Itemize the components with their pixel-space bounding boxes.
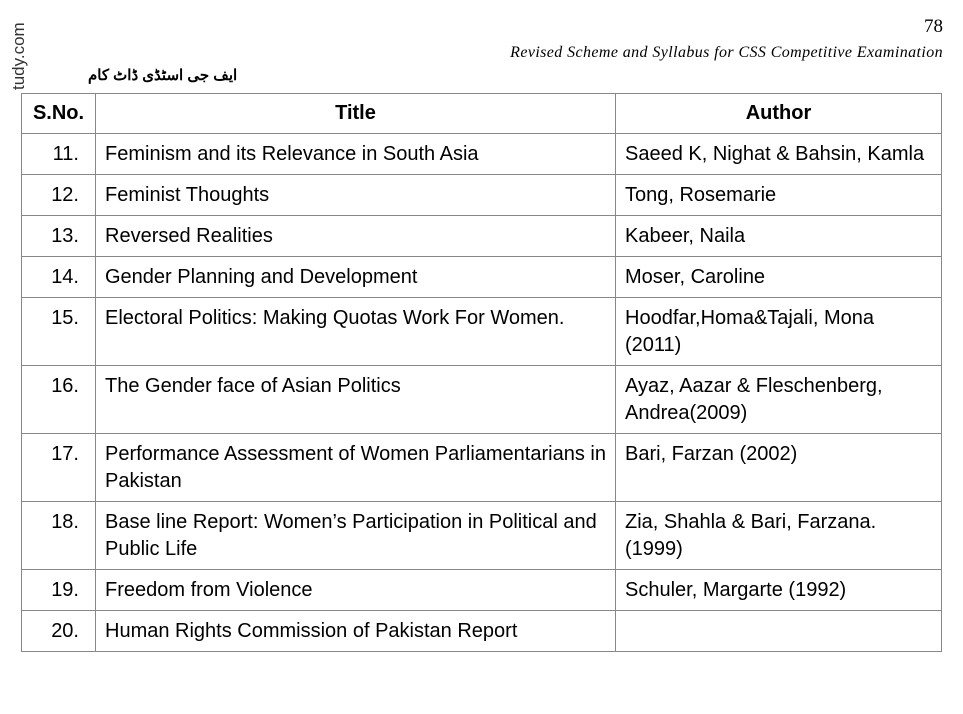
title-cell: Feminist Thoughts: [95, 174, 616, 216]
sno-cell: 20.: [21, 610, 96, 652]
title-cell: Freedom from Violence: [95, 569, 616, 611]
sno-cell: 16.: [21, 365, 96, 434]
urdu-watermark: ایف جی اسٹڈی ڈاٹ کام: [88, 67, 238, 84]
author-cell: Ayaz, Aazar & Fleschenberg, Andrea(2009): [615, 365, 942, 434]
title-cell: Reversed Realities: [95, 215, 616, 257]
table-row: 13. Reversed Realities Kabeer, Naila: [21, 215, 942, 257]
table-row: 17. Performance Assessment of Women Parli…: [21, 433, 942, 502]
sno-cell: 13.: [21, 215, 96, 257]
sno-cell: 19.: [21, 569, 96, 611]
author-cell: [615, 610, 942, 652]
title-cell: Electoral Politics: Making Quotas Work F…: [95, 297, 616, 366]
author-cell: Tong, Rosemarie: [615, 174, 942, 216]
table-row: 20. Human Rights Commission of Pakistan R…: [21, 610, 942, 652]
books-table: S.No. Title Author 11. Feminism and its R…: [21, 93, 942, 652]
sno-cell: 11.: [21, 133, 96, 175]
title-cell: Feminism and its Relevance in South Asia: [95, 133, 616, 175]
table-row: 18. Base line Report: Women’s Participati…: [21, 501, 942, 570]
table-row: 16. The Gender face of Asian Politics Ayaz…: [21, 365, 942, 434]
table-row: 12. Feminist Thoughts Tong, Rosemarie: [21, 174, 942, 216]
column-header-sno: S.No.: [21, 93, 96, 134]
author-cell: Zia, Shahla & Bari, Farzana. (1999): [615, 501, 942, 570]
sno-cell: 17.: [21, 433, 96, 502]
sno-cell: 15.: [21, 297, 96, 366]
side-watermark: tudy.com: [9, 22, 28, 90]
author-cell: Schuler, Margarte (1992): [615, 569, 942, 611]
title-cell: The Gender face of Asian Politics: [95, 365, 616, 434]
title-cell: Base line Report: Women’s Participation …: [95, 501, 616, 570]
sno-cell: 18.: [21, 501, 96, 570]
author-cell: Kabeer, Naila: [615, 215, 942, 257]
author-cell: Saeed K, Nighat & Bahsin, Kamla: [615, 133, 942, 175]
column-header-author: Author: [615, 93, 942, 134]
table-row: 11. Feminism and its Relevance in South A…: [21, 133, 942, 175]
table-header: S.No. Title Author: [21, 93, 942, 134]
page-number: 78: [924, 16, 943, 37]
sno-cell: 12.: [21, 174, 96, 216]
title-cell: Gender Planning and Development: [95, 256, 616, 298]
author-cell: Bari, Farzan (2002): [615, 433, 942, 502]
title-cell: Human Rights Commission of Pakistan Repo…: [95, 610, 616, 652]
column-header-title: Title: [95, 93, 616, 134]
table-row: 14. Gender Planning and Development Moser,…: [21, 256, 942, 298]
author-cell: Moser, Caroline: [615, 256, 942, 298]
title-cell: Performance Assessment of Women Parliame…: [95, 433, 616, 502]
table-row: 19. Freedom from Violence Schuler, Margart…: [21, 569, 942, 611]
table-row: 15. Electoral Politics: Making Quotas Wor…: [21, 297, 942, 366]
document-title: Revised Scheme and Syllabus for CSS Comp…: [510, 44, 943, 61]
sno-cell: 14.: [21, 256, 96, 298]
author-cell: Hoodfar,Homa&Tajali, Mona (2011): [615, 297, 942, 366]
